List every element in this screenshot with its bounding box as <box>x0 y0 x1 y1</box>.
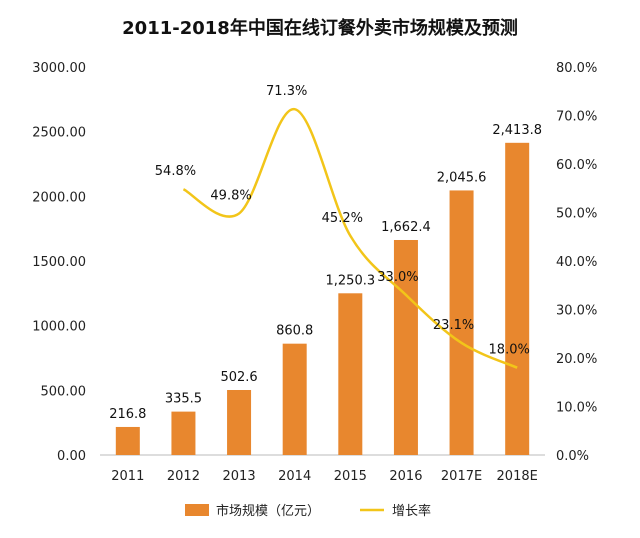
line-value-label: 54.8% <box>155 164 196 179</box>
bar-value-label: 2,413.8 <box>492 123 542 138</box>
x-tick-label: 2015 <box>334 469 367 484</box>
x-axis: 2011 2012 2013 2014 2015 2016 2017E 2018E <box>111 469 538 484</box>
x-tick-label: 2011 <box>111 469 144 484</box>
bar-series <box>115 142 530 456</box>
line-data-labels: 54.8% 49.8% 71.3% 45.2% 33.0% 23.1% 18.0% <box>155 84 530 358</box>
bar-value-label: 2,045.6 <box>437 170 487 185</box>
bar <box>393 239 418 455</box>
bar <box>282 343 307 455</box>
line-series <box>182 107 518 369</box>
bar-value-label: 335.5 <box>165 392 202 407</box>
x-tick-label: 2014 <box>278 469 311 484</box>
x-tick-label: 2013 <box>223 469 256 484</box>
left-tick-label: 1000.00 <box>32 320 86 335</box>
left-tick-label: 500.00 <box>41 384 87 399</box>
right-tick-label: 70.0% <box>556 110 597 125</box>
x-tick-label: 2012 <box>167 469 200 484</box>
right-tick-label: 30.0% <box>556 304 597 319</box>
bar-value-label: 216.8 <box>109 407 146 422</box>
chart-title: 2011-2018年中国在线订餐外卖市场规模及预测 <box>122 17 518 39</box>
bar <box>449 190 474 455</box>
growth-rate-line <box>182 107 518 369</box>
line-value-label: 33.0% <box>377 270 418 285</box>
x-tick-label: 2016 <box>389 469 422 484</box>
bar <box>505 142 530 456</box>
bar-value-label: 502.6 <box>220 370 257 385</box>
x-tick-label: 2018E <box>497 469 538 484</box>
bar-value-label: 860.8 <box>276 324 313 339</box>
left-tick-label: 1500.00 <box>32 255 86 270</box>
left-tick-label: 0.00 <box>57 449 86 464</box>
right-tick-label: 60.0% <box>556 158 597 173</box>
right-tick-label: 20.0% <box>556 352 597 367</box>
left-tick-label: 3000.00 <box>32 61 86 76</box>
bar-value-label: 1,662.4 <box>381 220 431 235</box>
line-value-label: 23.1% <box>433 318 474 333</box>
left-tick-label: 2000.00 <box>32 190 86 205</box>
line-value-label: 71.3% <box>266 84 307 99</box>
right-tick-label: 0.0% <box>556 449 589 464</box>
legend-label-bar: 市场规模（亿元） <box>216 503 320 519</box>
bar <box>338 293 363 455</box>
right-tick-label: 50.0% <box>556 207 597 222</box>
bar-value-label: 1,250.3 <box>326 273 376 288</box>
bar <box>171 411 196 455</box>
bar <box>115 426 140 455</box>
right-tick-label: 40.0% <box>556 255 597 270</box>
line-value-label: 49.8% <box>210 188 251 203</box>
left-tick-label: 2500.00 <box>32 126 86 141</box>
bar-data-labels: 216.8 335.5 502.6 860.8 1,250.3 1,662.4 2,045.… <box>109 123 542 422</box>
bar <box>227 389 252 455</box>
line-value-label: 45.2% <box>322 211 363 226</box>
legend: 市场规模（亿元） 增长率 <box>185 503 431 519</box>
right-tick-label: 10.0% <box>556 401 597 416</box>
legend-label-line: 增长率 <box>392 503 431 519</box>
right-axis: 0.0% 10.0% 20.0% 30.0% 40.0% 50.0% 60.0% 70.0% 8… <box>556 61 597 464</box>
legend-swatch-bar <box>185 504 209 516</box>
right-tick-label: 80.0% <box>556 61 597 76</box>
x-tick-label: 2017E <box>441 469 482 484</box>
left-axis: 0.00 500.00 1000.00 1500.00 2000.00 2500.00 30… <box>32 61 86 464</box>
line-value-label: 18.0% <box>489 343 530 358</box>
